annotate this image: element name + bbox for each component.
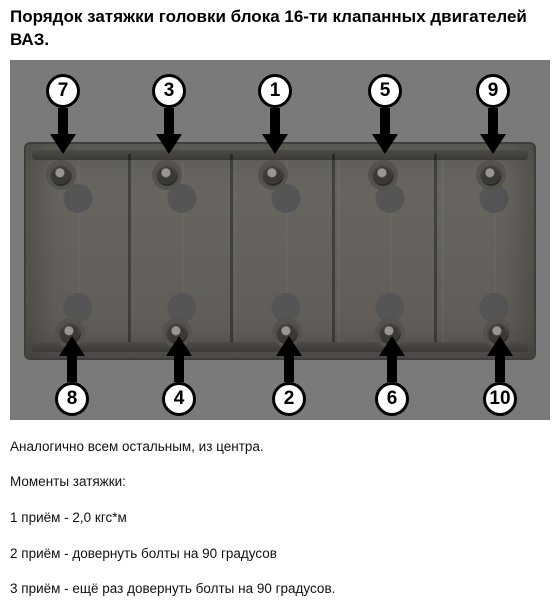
bolt-badge: 1 bbox=[258, 74, 292, 108]
bolt-badge: 10 bbox=[483, 382, 517, 416]
caption-line: Аналогично всем остальным, из центра. bbox=[10, 438, 550, 456]
caption-line: Моменты затяжки: bbox=[10, 473, 550, 491]
bolt-badge: 6 bbox=[375, 382, 409, 416]
bolt-badge: 7 bbox=[46, 74, 80, 108]
marker-bottom: 2 bbox=[272, 336, 306, 416]
arrow-up-icon bbox=[59, 336, 85, 356]
marker-top: 1 bbox=[258, 74, 292, 154]
caption-step: 2 приём - довернуть болты на 90 градусов bbox=[10, 545, 550, 563]
bolt-badge: 3 bbox=[152, 74, 186, 108]
marker-top: 7 bbox=[46, 74, 80, 154]
arrow-up-icon bbox=[276, 336, 302, 356]
marker-top: 5 bbox=[368, 74, 402, 154]
bolt-badge: 2 bbox=[272, 382, 306, 416]
marker-top: 3 bbox=[152, 74, 186, 154]
arrow-down-icon bbox=[156, 134, 182, 154]
marker-top: 9 bbox=[476, 74, 510, 154]
page-title: Порядок затяжки головки блока 16-ти клап… bbox=[10, 6, 550, 52]
marker-bottom: 10 bbox=[483, 336, 517, 416]
arrow-down-icon bbox=[372, 134, 398, 154]
bolt-badge: 8 bbox=[55, 382, 89, 416]
marker-bottom: 6 bbox=[375, 336, 409, 416]
arrow-down-icon bbox=[262, 134, 288, 154]
arrow-up-icon bbox=[379, 336, 405, 356]
caption-step: 3 приём - ещё раз довернуть болты на 90 … bbox=[10, 580, 550, 598]
bolt-badge: 4 bbox=[162, 382, 196, 416]
bolt-badge: 5 bbox=[368, 74, 402, 108]
caption-step: 1 приём - 2,0 кгс*м bbox=[10, 509, 550, 527]
torque-sequence-figure: 7 3 1 5 bbox=[10, 60, 550, 420]
arrow-up-icon bbox=[166, 336, 192, 356]
marker-bottom: 4 bbox=[162, 336, 196, 416]
bolt-badge: 9 bbox=[476, 74, 510, 108]
caption-block: Аналогично всем остальным, из центра. Мо… bbox=[10, 438, 550, 598]
arrow-down-icon bbox=[50, 134, 76, 154]
arrow-up-icon bbox=[487, 336, 513, 356]
marker-bottom: 8 bbox=[55, 336, 89, 416]
arrow-down-icon bbox=[480, 134, 506, 154]
